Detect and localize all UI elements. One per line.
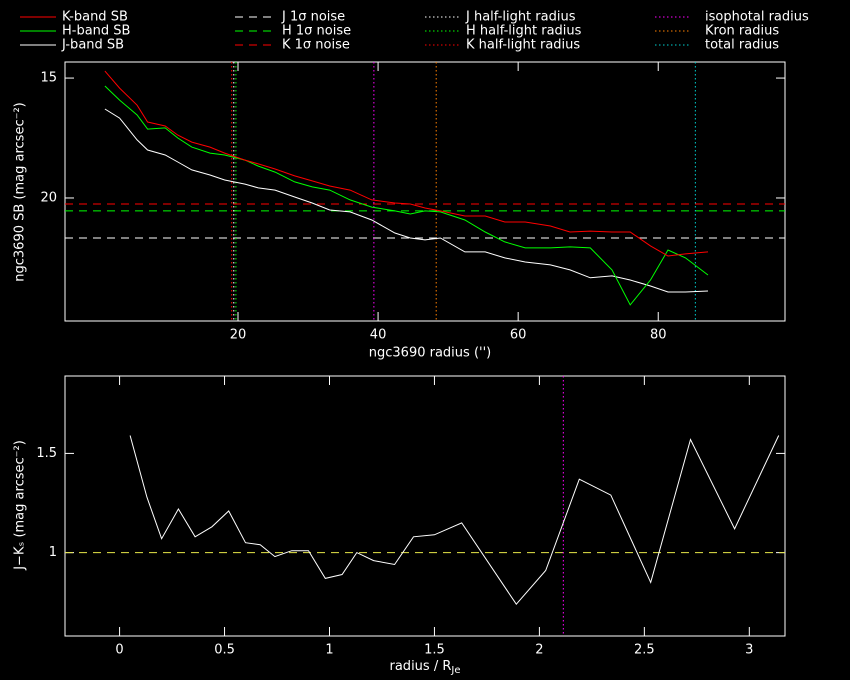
x-axis-label-main: radius / R <box>390 659 452 674</box>
x-axis-label-sub: Je <box>450 665 460 676</box>
legend-label: K-band SB <box>62 10 128 25</box>
x-tick-label: 1 <box>325 643 333 658</box>
data-line <box>104 108 709 293</box>
x-tick-label: 60 <box>510 328 527 343</box>
x-axis-label: radius / RJe <box>390 659 461 677</box>
x-tick-label: 80 <box>650 328 667 343</box>
data-line <box>104 85 709 306</box>
legend-label: Kron radius <box>705 24 779 39</box>
x-tick-label: 0 <box>115 643 123 658</box>
legend-label: isophotal radius <box>705 10 809 25</box>
legend-label: K half-light radius <box>466 38 580 53</box>
plot-frame <box>64 61 786 322</box>
data-line <box>104 70 709 257</box>
x-tick-label: 3 <box>745 643 753 658</box>
legend-label: J-band SB <box>61 38 124 53</box>
x-tick-label: 2.5 <box>634 643 655 658</box>
legend-label: total radius <box>705 38 779 53</box>
x-tick-label: 40 <box>370 328 387 343</box>
x-tick-label: 2 <box>535 643 543 658</box>
legend-label: H-band SB <box>62 24 130 39</box>
y-axis-label: J−Kₛ (mag arcsec⁻²) <box>13 440 28 571</box>
legend-label: K 1σ noise <box>282 38 350 53</box>
y-tick-label: 1 <box>49 545 57 560</box>
x-tick-label: 1.5 <box>424 643 445 658</box>
x-tick-label: 0.5 <box>214 643 235 658</box>
legend-label: J half-light radius <box>465 10 576 25</box>
x-tick-label: 20 <box>230 328 247 343</box>
y-axis-label: ngc3690 SB (mag arcsec⁻²) <box>13 102 28 281</box>
plot-frame <box>64 375 786 637</box>
data-line <box>129 435 780 606</box>
legend-label: J 1σ noise <box>281 10 345 25</box>
y-tick-label: 15 <box>40 71 57 86</box>
y-tick-label: 20 <box>40 190 57 205</box>
y-tick-label: 1.5 <box>36 446 57 461</box>
x-axis-label: ngc3690 radius ('') <box>369 346 491 361</box>
legend-label: H 1σ noise <box>282 24 351 39</box>
legend-label: H half-light radius <box>466 24 582 39</box>
